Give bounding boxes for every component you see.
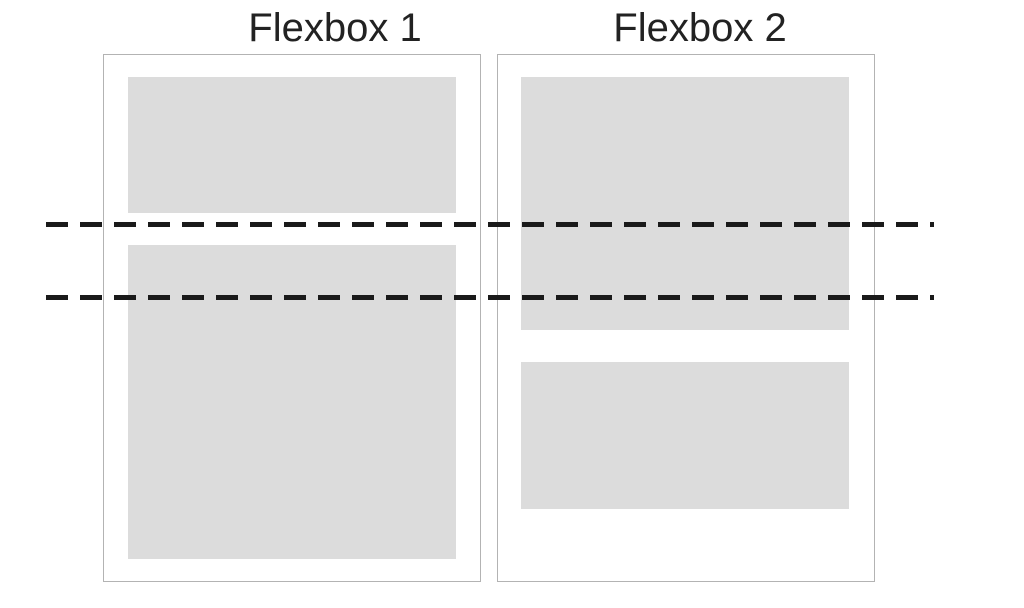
flexbox-1-item-1 bbox=[128, 77, 456, 213]
alignment-guide-line-1 bbox=[46, 222, 934, 227]
diagram-stage: Flexbox 1 Flexbox 2 bbox=[0, 0, 1024, 608]
title-flexbox-2: Flexbox 2 bbox=[560, 4, 840, 52]
flexbox-2-item-2 bbox=[521, 362, 849, 509]
alignment-guide-line-2 bbox=[46, 295, 934, 300]
flexbox-1-item-2 bbox=[128, 245, 456, 559]
flexbox-2-item-1 bbox=[521, 77, 849, 330]
title-flexbox-1: Flexbox 1 bbox=[195, 4, 475, 52]
